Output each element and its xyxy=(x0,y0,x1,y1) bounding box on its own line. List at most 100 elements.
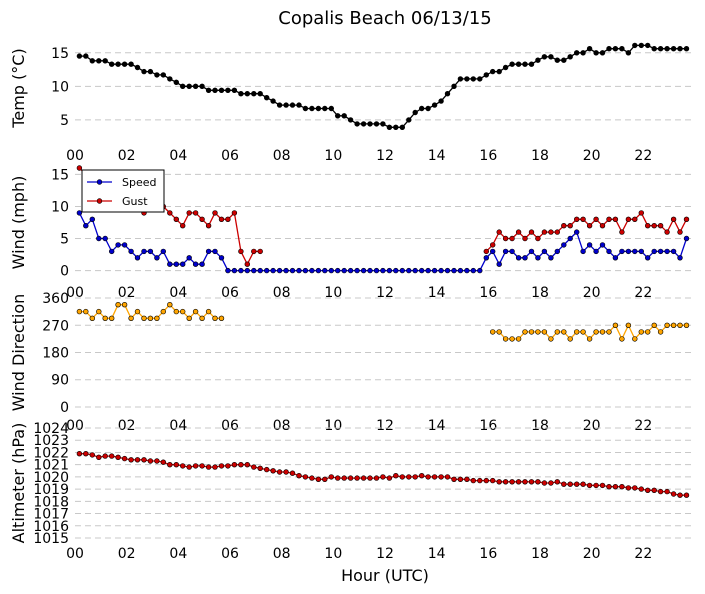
data-point-temp xyxy=(141,68,147,75)
data-point-temp xyxy=(115,61,121,67)
data-point-direction xyxy=(612,322,619,328)
data-point-direction xyxy=(677,322,683,328)
x-tick-label-temperature: 10 xyxy=(324,148,342,164)
x-tick-label-wind: 20 xyxy=(583,285,601,301)
data-point-altimeter xyxy=(573,481,580,487)
data-point-altimeter xyxy=(496,479,502,485)
data-point-altimeter xyxy=(638,486,644,492)
data-point-altimeter xyxy=(147,458,154,464)
x-tick-label-temperature: 02 xyxy=(118,148,136,164)
data-point-speed xyxy=(244,267,251,274)
data-point-direction xyxy=(141,315,147,321)
data-point-speed xyxy=(212,248,218,255)
data-point-altimeter xyxy=(115,454,121,460)
data-point-altimeter xyxy=(192,463,199,469)
data-point-altimeter xyxy=(586,482,593,489)
data-point-speed xyxy=(515,255,522,261)
data-point-gust xyxy=(180,223,186,229)
data-point-direction xyxy=(76,308,83,315)
data-point-temp xyxy=(121,61,128,67)
data-point-gust xyxy=(625,216,632,223)
data-point-temp xyxy=(199,83,205,90)
data-point-temp xyxy=(515,61,522,67)
data-point-speed xyxy=(399,267,405,274)
x-tick-label-wind_direction: 00 xyxy=(66,418,84,434)
data-point-altimeter xyxy=(225,463,231,469)
data-point-temp xyxy=(502,64,509,71)
data-point-altimeter xyxy=(231,462,238,468)
data-point-gust xyxy=(199,216,205,223)
data-point-temp xyxy=(664,45,670,52)
data-point-altimeter xyxy=(522,479,528,485)
data-point-temp xyxy=(393,124,399,131)
data-point-altimeter xyxy=(199,463,205,469)
data-point-altimeter xyxy=(528,479,535,485)
x-tick-label-wind_direction: 14 xyxy=(428,418,446,434)
data-point-temp xyxy=(225,87,231,94)
x-tick-label-wind_direction: 18 xyxy=(531,418,549,434)
data-point-gust xyxy=(167,210,173,216)
data-point-direction xyxy=(509,336,515,342)
data-point-speed xyxy=(477,267,483,274)
data-point-direction xyxy=(154,315,160,321)
data-point-direction xyxy=(625,322,632,328)
x-tick-label-altimeter: 14 xyxy=(428,546,446,562)
x-tick-label-altimeter: 06 xyxy=(221,546,239,562)
data-point-gust xyxy=(573,216,580,223)
x-tick-label-wind: 16 xyxy=(479,285,497,301)
data-point-temp xyxy=(373,121,380,127)
data-point-temp xyxy=(554,57,560,63)
data-point-speed xyxy=(431,267,438,274)
x-tick-label-wind: 18 xyxy=(531,285,549,301)
x-tick-label-wind_direction: 08 xyxy=(273,418,291,434)
x-tick-label-altimeter: 20 xyxy=(583,546,601,562)
data-point-altimeter xyxy=(89,452,96,458)
data-point-gust xyxy=(593,216,599,223)
data-point-direction xyxy=(186,315,192,321)
data-point-direction xyxy=(212,315,218,321)
data-point-gust xyxy=(670,216,677,223)
data-point-altimeter xyxy=(212,464,218,470)
x-tick-label-wind: 02 xyxy=(118,285,136,301)
y-tick-label-wind: 5 xyxy=(60,232,69,248)
panel-wind: 0 5 10 15 00 02 04 06 08 10 12 14 16 18 20 22 Wind (mph)… xyxy=(9,165,695,301)
data-point-speed xyxy=(438,267,444,274)
data-point-temp xyxy=(580,50,586,56)
data-point-speed xyxy=(683,235,690,242)
y-tick-label-altimeter: 1019 xyxy=(33,482,69,498)
y-tick-label-temperature: 10 xyxy=(51,79,69,95)
y-tick-label-altimeter: 1015 xyxy=(33,531,69,547)
data-point-altimeter xyxy=(580,481,586,487)
data-point-direction xyxy=(218,315,225,321)
data-point-temp xyxy=(535,57,541,63)
x-tick-label-temperature: 00 xyxy=(66,148,84,164)
data-point-speed xyxy=(509,248,515,255)
y-axis-label-wind_direction: Wind Direction xyxy=(9,294,28,412)
data-point-altimeter xyxy=(134,457,141,463)
data-point-speed xyxy=(322,267,328,274)
y-tick-label-altimeter: 1023 xyxy=(33,433,69,449)
x-tick-label-altimeter: 22 xyxy=(634,546,652,562)
data-point-altimeter xyxy=(470,477,476,484)
data-point-altimeter xyxy=(670,491,677,497)
x-tick-label-altimeter: 00 xyxy=(66,546,84,562)
data-point-altimeter xyxy=(121,455,128,462)
data-point-altimeter xyxy=(167,462,173,468)
data-point-temp xyxy=(96,58,102,64)
y-axis-label-altimeter: Altimeter (hPa) xyxy=(9,423,28,544)
data-point-direction xyxy=(160,308,167,315)
data-point-altimeter xyxy=(173,462,180,468)
data-point-temp xyxy=(205,87,212,94)
y-tick-label-temperature: 5 xyxy=(60,113,69,129)
data-point-temp xyxy=(360,121,367,127)
data-point-altimeter xyxy=(309,475,315,481)
data-point-speed xyxy=(96,235,102,242)
data-point-direction xyxy=(490,329,496,335)
data-point-speed xyxy=(470,267,476,274)
data-point-altimeter xyxy=(238,462,244,468)
data-point-speed xyxy=(483,255,489,261)
data-point-temp xyxy=(347,117,354,123)
x-tick-label-wind_direction: 10 xyxy=(324,418,342,434)
data-point-speed xyxy=(567,235,573,242)
